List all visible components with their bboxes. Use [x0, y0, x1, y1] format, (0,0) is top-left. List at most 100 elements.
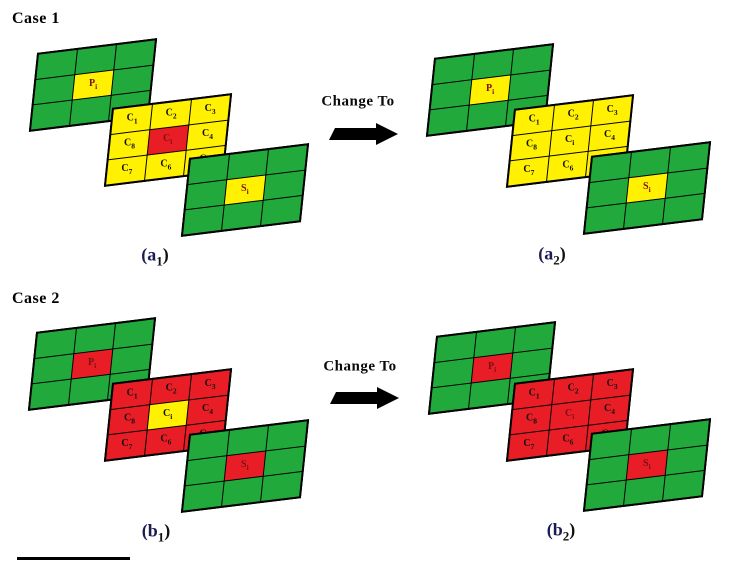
cell-label-subscript: i: [648, 462, 651, 472]
cell-label: Ci: [565, 408, 574, 421]
cell-label-base: C: [126, 112, 134, 124]
cell-label-base: C: [528, 387, 536, 399]
change-to-label: Change To: [321, 93, 395, 110]
cell-label-subscript: 7: [530, 168, 534, 178]
grid-cell: [261, 472, 302, 502]
cell-label: C3: [606, 104, 618, 118]
cell-label-subscript: i: [492, 87, 495, 97]
center-pixel-cell: C4: [186, 120, 228, 150]
caption-pre: (a: [538, 243, 554, 264]
center-pixel-cell: C4: [186, 395, 228, 425]
cell-label-subscript: i: [94, 361, 97, 371]
cell-label: C3: [204, 103, 216, 117]
grid-cell: [111, 65, 153, 95]
grid-cell: [435, 332, 476, 362]
cell-label-subscript: 3: [211, 382, 216, 392]
grid-cell: [624, 198, 665, 228]
grid-cell: [185, 180, 227, 210]
caption-pre: (a: [141, 244, 157, 265]
subsequent-frame-plane: Si: [582, 141, 712, 235]
center-pixel-cell: C8: [108, 405, 150, 435]
grid-cell: [587, 455, 629, 485]
cell-label: C3: [204, 378, 216, 392]
cell-label-subscript: i: [246, 463, 249, 473]
subsequent-frame-plane: Si: [582, 418, 712, 512]
cell-label: C6: [562, 160, 573, 173]
center-pixel-cell: C6: [547, 151, 588, 181]
cell-label-subscript: 1: [133, 391, 138, 401]
cell-label: Ci: [163, 133, 172, 146]
cell-label-base: C: [528, 113, 536, 125]
center-pixel-cell: C2: [552, 101, 593, 131]
cell-label-base: C: [120, 163, 129, 175]
cell-label: C2: [567, 109, 578, 122]
center-pixel-cell: C3: [189, 95, 230, 125]
cell-label: Ci: [163, 408, 172, 421]
grid-cell: [35, 328, 76, 358]
cell-label: C8: [525, 413, 537, 426]
grid-cell: [75, 45, 116, 75]
divider-line: [17, 557, 130, 560]
cell-label-subscript: 2: [172, 386, 177, 396]
cell-label-base: C: [165, 107, 173, 119]
case-title: Case 2: [12, 290, 60, 307]
caption-subscript: 1: [156, 253, 163, 269]
cell-label-base: C: [204, 378, 212, 390]
cell-label-subscript: 1: [535, 117, 540, 127]
grid-cell: [222, 476, 263, 506]
caption-post: ): [559, 243, 566, 264]
cell-label: Pi: [88, 357, 97, 371]
cell-label: Si: [241, 459, 249, 473]
cell-label-base: C: [123, 413, 131, 425]
grid-cell: [665, 445, 707, 475]
grid-cell: [624, 475, 665, 505]
cell-label-subscript: 2: [574, 386, 579, 396]
center-pixel-cell: C7: [508, 156, 549, 186]
cell-label: C6: [562, 434, 573, 447]
grid-cell: [665, 168, 707, 198]
center-pixel-cell: C1: [513, 379, 554, 409]
grid-cell: [183, 481, 224, 511]
grid-cell: [430, 383, 471, 413]
cell-label-base: C: [201, 403, 209, 415]
grid-cell: [590, 429, 631, 459]
cell-label-subscript: 7: [530, 442, 534, 452]
grid-cell: [110, 344, 152, 374]
center-pixel-cell: C6: [145, 150, 186, 180]
cell-label-base: C: [525, 413, 533, 425]
cell-label-subscript: 3: [613, 108, 618, 118]
cell-label-subscript: 4: [208, 407, 213, 417]
cell-label-base: C: [201, 128, 209, 140]
cell-label-subscript: 8: [532, 143, 537, 153]
cell-label: Pi: [486, 83, 495, 97]
cell-label: C1: [126, 112, 137, 126]
grid-cell: [183, 205, 224, 235]
cell-label: Si: [241, 183, 249, 196]
cell-label: C1: [528, 113, 540, 127]
caption-post: ): [162, 244, 169, 265]
cell-label-subscript: 8: [130, 417, 135, 427]
grid-cell: [261, 196, 302, 226]
caption-pre: (b: [546, 519, 563, 540]
center-pixel-cell: C3: [591, 96, 632, 126]
grid-cell: [430, 80, 472, 110]
cell-label-subscript: 6: [569, 437, 573, 447]
cell-label: C8: [123, 413, 135, 427]
change-to-arrow-icon: [330, 387, 399, 409]
cell-label-subscript: 3: [211, 107, 216, 117]
grid-cell: [474, 328, 515, 358]
cell-label-base: C: [567, 382, 575, 394]
panel-caption: (a1): [141, 245, 169, 270]
panel-caption: (b2): [547, 520, 576, 545]
grid-cell: [585, 480, 626, 510]
cell-label: Pi: [488, 361, 496, 374]
grid-cell: [188, 430, 229, 460]
cell-label: C6: [160, 434, 171, 447]
cell-label-subscript: 7: [128, 442, 132, 452]
grid-cell: [467, 100, 508, 130]
caption-subscript: 1: [157, 529, 165, 545]
case-title: Case 1: [12, 10, 60, 27]
grid-cell: [668, 143, 709, 173]
cell-label-base: C: [525, 139, 533, 151]
